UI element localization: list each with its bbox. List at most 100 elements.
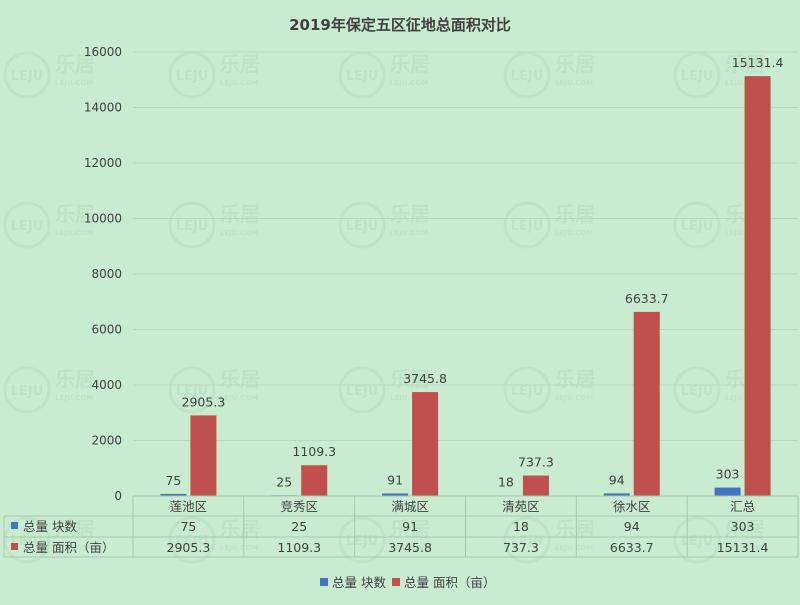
- table-cell: 18: [513, 519, 529, 534]
- category-label: 莲池区: [170, 499, 208, 514]
- category-label: 竞秀区: [280, 499, 318, 514]
- data-label: 1109.3: [292, 444, 336, 459]
- svg-text:LEJU: LEJU: [511, 384, 544, 399]
- legend-swatch: [320, 578, 328, 586]
- chart-title: 2019年保定五区征地总面积对比: [289, 16, 511, 34]
- bar-blocks: [714, 487, 741, 496]
- data-label: 18: [498, 475, 514, 490]
- svg-text:LEJU.COM: LEJU.COM: [555, 229, 593, 237]
- bar-area: [301, 465, 328, 496]
- y-tick-label: 8000: [91, 267, 122, 281]
- table-series-name: 总量 块数: [23, 519, 77, 534]
- data-label: 91: [387, 472, 403, 487]
- table-cell: 91: [402, 519, 418, 534]
- data-label: 15131.4: [732, 55, 784, 70]
- svg-text:LEJU: LEJU: [176, 384, 209, 399]
- table-cell: 3745.8: [388, 540, 432, 555]
- data-label: 2905.3: [182, 394, 226, 409]
- svg-text:LEJU: LEJU: [346, 219, 379, 234]
- svg-text:乐居: 乐居: [220, 202, 260, 226]
- table-cell: 6633.7: [610, 540, 654, 555]
- svg-text:乐居: 乐居: [390, 367, 430, 391]
- legend-label: 总量 块数: [332, 575, 386, 590]
- svg-text:LEJU: LEJU: [681, 384, 714, 399]
- bar-blocks: [160, 493, 187, 496]
- svg-text:LEJU.COM: LEJU.COM: [55, 79, 93, 87]
- bar-area: [190, 415, 217, 496]
- svg-text:LEJU: LEJU: [681, 219, 714, 234]
- svg-text:LEJU.COM: LEJU.COM: [725, 544, 763, 552]
- y-axis: 0 2000 4000 6000 8000 10000 12000 14000 16000: [84, 45, 122, 503]
- bar-area: [744, 76, 771, 497]
- svg-text:LEJU.COM: LEJU.COM: [725, 229, 763, 237]
- svg-text:LEJU: LEJU: [346, 384, 379, 399]
- svg-text:LEJU.COM: LEJU.COM: [725, 79, 763, 87]
- table-cell: 303: [731, 519, 755, 534]
- svg-text:LEJU.COM: LEJU.COM: [555, 544, 593, 552]
- svg-text:乐居: 乐居: [390, 202, 430, 226]
- svg-text:LEJU.COM: LEJU.COM: [55, 544, 93, 552]
- svg-text:LEJU: LEJU: [511, 219, 544, 234]
- table-cell: 2905.3: [167, 540, 211, 555]
- y-tick-label: 10000: [84, 212, 122, 226]
- svg-text:LEJU.COM: LEJU.COM: [390, 229, 428, 237]
- legend: 总量 块数 总量 面积（亩）: [320, 575, 495, 590]
- category-label: 徐水区: [613, 499, 651, 514]
- table-cell: 737.3: [503, 540, 539, 555]
- svg-text:LEJU: LEJU: [176, 534, 209, 549]
- leju-watermark: LEJU 乐居 LEJU.COM: [338, 51, 430, 99]
- svg-text:乐居: 乐居: [55, 202, 95, 226]
- svg-text:乐居: 乐居: [555, 367, 595, 391]
- svg-text:LEJU.COM: LEJU.COM: [390, 544, 428, 552]
- svg-text:LEJU.COM: LEJU.COM: [220, 229, 258, 237]
- svg-text:LEJU: LEJU: [176, 69, 209, 84]
- y-tick-label: 2000: [91, 434, 122, 448]
- table-cell: 1109.3: [277, 540, 321, 555]
- svg-text:LEJU.COM: LEJU.COM: [390, 79, 428, 87]
- svg-text:LEJU.COM: LEJU.COM: [220, 79, 258, 87]
- table-cell: 15131.4: [717, 540, 769, 555]
- gridlines: [133, 51, 798, 497]
- bar-blocks: [382, 493, 409, 496]
- leju-watermark: LEJU 乐居 LEJU.COM: [338, 201, 430, 249]
- svg-text:LEJU.COM: LEJU.COM: [555, 79, 593, 87]
- y-tick-label: 16000: [84, 45, 122, 59]
- category-label: 满城区: [391, 499, 429, 514]
- svg-text:LEJU: LEJU: [681, 534, 714, 549]
- svg-text:LEJU: LEJU: [11, 69, 44, 84]
- svg-text:乐居: 乐居: [390, 52, 430, 76]
- watermark-layer: LEJU 乐居 LEJU.COM LEJU 乐居 LEJU.COM LEJU 乐居 LEJU.C…: [3, 51, 765, 564]
- data-label: 75: [165, 473, 181, 488]
- table-series-swatch: [11, 522, 18, 529]
- svg-text:LEJU.COM: LEJU.COM: [220, 544, 258, 552]
- svg-text:LEJU.COM: LEJU.COM: [725, 394, 763, 402]
- data-label: 94: [609, 472, 625, 487]
- y-tick-label: 0: [114, 489, 122, 503]
- data-table: 莲池区 75 2905.3 竞秀区 25 1109.3 满城区 91 3745.8 清苑区 18 73…: [3, 495, 799, 558]
- bar-area: [412, 392, 439, 496]
- svg-text:LEJU.COM: LEJU.COM: [55, 229, 93, 237]
- svg-text:LEJU: LEJU: [11, 219, 44, 234]
- data-label: 303: [716, 467, 740, 482]
- svg-text:LEJU: LEJU: [346, 69, 379, 84]
- y-tick-label: 4000: [91, 378, 122, 392]
- data-label: 25: [276, 474, 292, 489]
- table-cell: 75: [180, 519, 196, 534]
- y-tick-label: 14000: [84, 101, 122, 115]
- legend-label: 总量 面积（亩）: [404, 575, 495, 590]
- svg-text:LEJU.COM: LEJU.COM: [555, 394, 593, 402]
- bar-area: [522, 475, 549, 496]
- svg-text:LEJU: LEJU: [681, 69, 714, 84]
- svg-text:乐居: 乐居: [555, 52, 595, 76]
- leju-watermark: LEJU 乐居 LEJU.COM: [3, 201, 95, 249]
